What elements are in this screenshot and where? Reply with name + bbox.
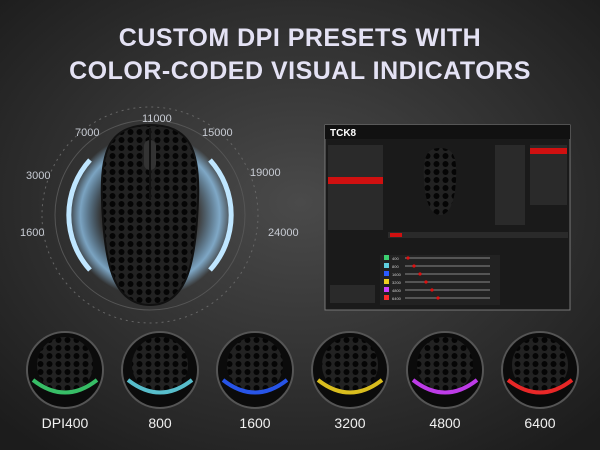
dpi-knob [406,256,410,260]
dpi-swatch [384,255,389,260]
dpi-swatch [384,287,389,292]
dpi-scale-label: 24000 [268,227,299,239]
dpi-row-value: 1600 [392,272,402,277]
preset-glow [31,378,99,395]
preset-holes [227,337,283,393]
preset-holes [37,337,93,393]
dpi-knob [424,280,428,284]
dpi-scale-label: 15000 [202,127,233,139]
dpi-swatch [384,271,389,276]
preset-glow [221,378,289,395]
preset-label: 6400 [524,415,555,431]
title-line: CUSTOM DPI PRESETS WITH [119,24,481,52]
dpi-row-value: 800 [392,264,399,269]
preset-label: DPI400 [42,415,89,431]
preset-holes [417,337,473,393]
dpi-row-value: 400 [392,256,399,261]
preset-label: 1600 [239,415,270,431]
dpi-knob [430,288,434,292]
dpi-row-value: 6400 [392,296,402,301]
dpi-row-value: 3200 [392,280,402,285]
dpi-swatch [384,279,389,284]
dpi-knob [436,296,440,300]
software-window: TCK8 [324,124,571,311]
preset-glow [316,378,384,395]
dpi-scale-label: 1600 [20,227,44,239]
preset-holes [512,337,568,393]
software-logo: TCK8 [330,128,357,139]
dpi-knob [418,272,422,276]
preset-glow [506,378,574,395]
dpi-scale-label: 19000 [250,167,281,179]
preset-holes [322,337,378,393]
preset-label: 800 [148,415,172,431]
title: CUSTOM DPI PRESETS WITH COLOR-CODED VISUA… [69,24,531,85]
dpi-knob [412,264,416,268]
preset-label: 3200 [334,415,365,431]
mouse [100,123,200,307]
dpi-swatch [384,295,389,300]
preset-glow [411,378,479,395]
dpi-scale-label: 7000 [75,127,99,139]
title-line: COLOR-CODED VISUAL INDICATORS [69,57,531,85]
dpi-row-value: 4800 [392,288,402,293]
dpi-swatch [384,263,389,268]
preset-label: 4800 [429,415,460,431]
preset-glow [126,378,194,395]
dpi-scale-label: 3000 [26,170,50,182]
dpi-scale-label: 11000 [142,113,172,125]
preset-holes [132,337,188,393]
